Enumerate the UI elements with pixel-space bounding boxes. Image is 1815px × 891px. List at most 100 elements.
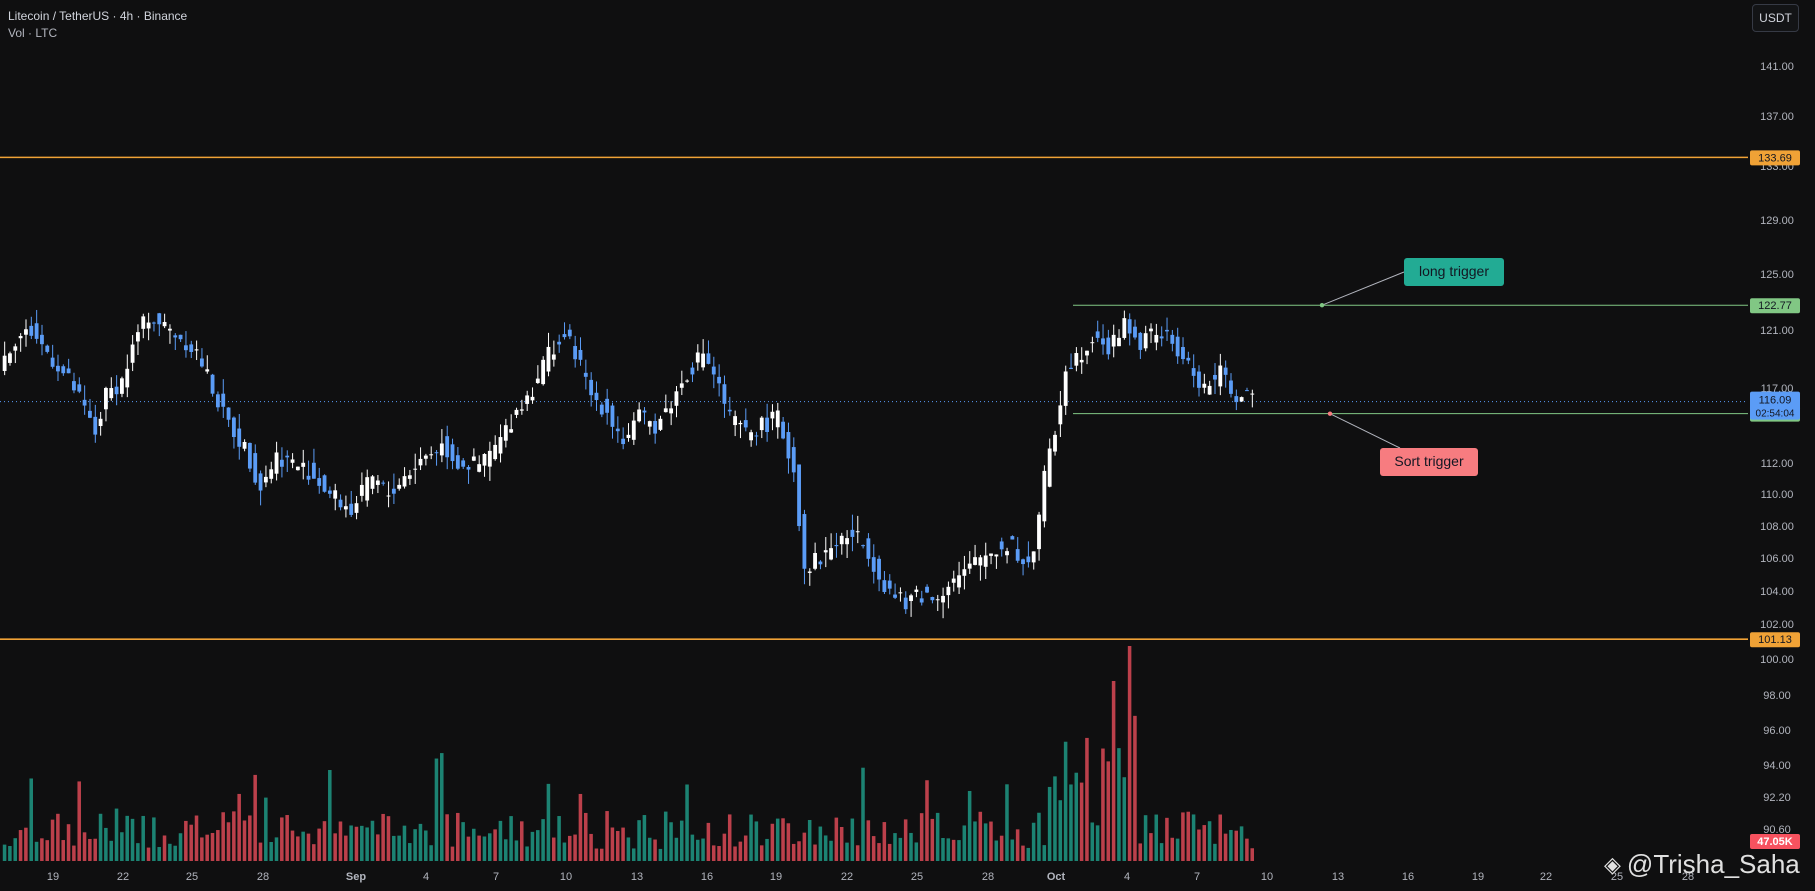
- volume-bar: [226, 822, 231, 861]
- volume-bar: [743, 835, 748, 861]
- candle-body: [418, 458, 423, 466]
- volume-bar: [663, 811, 668, 861]
- volume-bar: [637, 820, 641, 861]
- candle-body: [322, 475, 327, 492]
- volume-bar: [333, 833, 337, 861]
- volume-bar: [941, 837, 945, 861]
- candle-body: [2, 355, 7, 371]
- volume-bar: [2, 844, 7, 861]
- candle-body: [98, 418, 103, 427]
- candle-body: [1101, 338, 1105, 345]
- volume-bar: [1133, 715, 1137, 861]
- candle-body: [386, 495, 391, 497]
- time-tick-label: 13: [1332, 871, 1344, 883]
- price-tick-label: 110.00: [1761, 489, 1794, 501]
- candle-body: [1149, 328, 1153, 332]
- candle-body: [615, 428, 620, 432]
- volume-bar: [253, 774, 257, 861]
- candle-body: [34, 323, 39, 339]
- candle-body: [295, 466, 300, 471]
- candle-body: [1069, 367, 1073, 369]
- candle-body: [104, 387, 108, 410]
- candle-body: [391, 488, 396, 494]
- volume-bar: [1250, 848, 1254, 861]
- volume-bar: [935, 812, 940, 861]
- candle-body: [466, 466, 471, 470]
- candle-body: [487, 450, 492, 467]
- candle-body: [88, 410, 92, 418]
- volume-bar: [109, 840, 113, 861]
- watermark-text: @Trisha_Saha: [1626, 849, 1800, 879]
- volume-bar: [1223, 833, 1228, 861]
- volume-bar: [1218, 814, 1223, 861]
- volume-bar: [66, 824, 71, 861]
- candle-body: [733, 416, 738, 426]
- price-level-tag: [1750, 150, 1800, 166]
- time-tick-label: 25: [186, 871, 198, 883]
- candle-body: [354, 503, 359, 513]
- candle-body: [1223, 367, 1228, 375]
- candle-body: [1234, 396, 1239, 403]
- volume-bar: [29, 778, 33, 861]
- candle-body: [269, 469, 274, 479]
- volume-bar: [877, 843, 881, 861]
- volume-bar: [50, 819, 55, 861]
- candle-body: [173, 335, 178, 338]
- candle-body: [1218, 365, 1223, 387]
- volume-bar: [248, 815, 252, 861]
- volume-bar: [599, 848, 604, 861]
- candle-body: [909, 595, 913, 602]
- volume-bar: [813, 844, 817, 861]
- candle-body: [471, 456, 476, 461]
- volume-bar: [1005, 784, 1009, 861]
- candle-body: [1127, 319, 1132, 334]
- candle-body: [343, 506, 348, 510]
- candle-body: [61, 366, 66, 374]
- volume-bar: [594, 848, 599, 861]
- volume-bar: [125, 815, 129, 861]
- volume-bar: [605, 811, 609, 861]
- candle-body: [839, 535, 844, 545]
- volume-bar: [1079, 782, 1084, 861]
- volume-bar: [845, 842, 849, 861]
- candle-body: [690, 367, 695, 375]
- volume-bar: [493, 829, 497, 861]
- candle-body: [1010, 536, 1015, 540]
- candle-body: [503, 425, 508, 441]
- candle-body: [1186, 357, 1191, 361]
- volume-bar: [157, 847, 161, 861]
- volume-bar: [551, 837, 556, 861]
- volume-bar: [200, 837, 204, 861]
- volume-bar: [775, 818, 780, 861]
- candle-body: [941, 595, 945, 603]
- candle-body: [13, 346, 18, 351]
- time-tick-label: 13: [631, 871, 643, 883]
- currency-unit-button[interactable]: USDT: [1752, 4, 1799, 32]
- candle-body: [455, 455, 460, 469]
- volume-bar: [717, 846, 721, 861]
- candle-body: [738, 422, 743, 425]
- candle-body: [642, 410, 647, 413]
- candle-body: [679, 383, 684, 388]
- volume-bar: [573, 834, 577, 861]
- candle-body: [1047, 448, 1052, 487]
- candle-body: [663, 408, 668, 413]
- volume-bar: [1058, 800, 1063, 861]
- volume-bar: [1207, 821, 1212, 861]
- candle-body: [56, 365, 60, 372]
- candle-body: [1165, 329, 1169, 332]
- volume-bar: [1090, 822, 1095, 861]
- candle-body: [263, 476, 268, 483]
- volume-bar: [519, 821, 524, 861]
- candle-body: [1090, 342, 1095, 344]
- volume-bar: [1021, 845, 1025, 861]
- candle-body: [893, 594, 897, 598]
- price-tick-label: 141.00: [1760, 61, 1794, 73]
- candle-body: [146, 322, 151, 329]
- time-tick-label: 28: [982, 871, 994, 883]
- candle-body: [1015, 549, 1020, 561]
- volume-bar: [711, 845, 716, 861]
- volume-bar: [1175, 838, 1180, 861]
